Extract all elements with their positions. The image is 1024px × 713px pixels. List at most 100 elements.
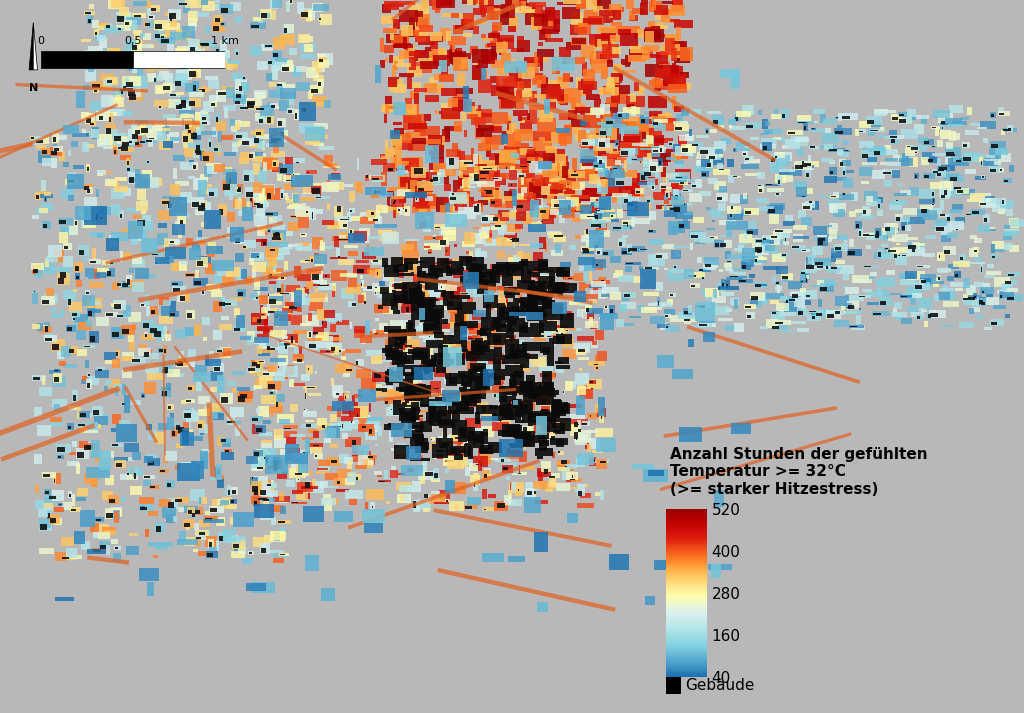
Bar (257, 467, 263, 469)
Bar (240, 391, 253, 399)
Bar (475, 338, 483, 352)
Bar (419, 188, 424, 196)
Bar (54, 369, 60, 372)
Bar (179, 110, 195, 115)
Bar (892, 312, 906, 317)
Bar (256, 297, 258, 299)
Bar (471, 339, 479, 350)
Bar (67, 424, 74, 431)
Bar (281, 173, 283, 175)
Bar (449, 290, 458, 294)
Bar (253, 386, 256, 390)
Bar (81, 206, 88, 210)
Bar (962, 117, 969, 120)
Bar (519, 365, 524, 366)
Bar (281, 277, 284, 279)
Bar (301, 424, 317, 429)
Bar (548, 231, 561, 235)
Bar (674, 106, 684, 113)
Bar (273, 429, 284, 440)
Bar (444, 480, 455, 493)
Bar (566, 57, 585, 64)
Bar (458, 360, 463, 364)
Bar (327, 180, 331, 190)
Bar (122, 403, 126, 405)
Bar (137, 44, 152, 48)
Bar (967, 214, 971, 215)
Bar (184, 327, 194, 336)
Bar (657, 158, 664, 165)
Bar (416, 104, 420, 118)
Bar (112, 359, 120, 368)
Bar (306, 10, 311, 21)
Bar (34, 407, 42, 417)
Bar (338, 239, 348, 240)
Bar (541, 29, 559, 34)
Bar (203, 3, 209, 8)
Bar (396, 163, 412, 171)
Bar (763, 146, 767, 150)
Bar (219, 536, 223, 541)
Bar (549, 168, 564, 173)
Bar (587, 414, 597, 419)
Bar (90, 123, 93, 125)
Bar (800, 312, 801, 314)
Bar (421, 355, 427, 364)
Bar (142, 475, 155, 479)
Bar (503, 310, 514, 314)
Bar (641, 119, 654, 125)
Bar (357, 158, 359, 170)
Bar (171, 262, 181, 271)
Bar (271, 138, 276, 143)
Bar (649, 255, 657, 265)
Bar (216, 467, 222, 475)
Bar (375, 291, 377, 295)
Bar (543, 128, 562, 143)
Bar (532, 138, 552, 150)
Bar (322, 322, 327, 327)
Bar (209, 95, 218, 103)
Bar (470, 476, 480, 485)
Bar (33, 269, 38, 274)
Bar (212, 260, 234, 272)
Bar (271, 412, 273, 416)
Bar (77, 349, 87, 356)
Bar (336, 393, 339, 395)
Bar (470, 356, 480, 362)
Bar (817, 195, 834, 198)
Bar (415, 352, 427, 355)
Bar (67, 295, 73, 306)
Bar (472, 70, 486, 80)
Bar (272, 336, 288, 339)
Bar (454, 290, 458, 302)
Bar (502, 409, 513, 420)
Bar (158, 25, 164, 36)
Bar (598, 315, 606, 317)
Bar (594, 244, 600, 249)
Bar (45, 327, 48, 332)
Bar (311, 4, 324, 12)
Bar (271, 553, 287, 558)
Bar (480, 170, 488, 174)
Bar (454, 24, 463, 34)
Bar (600, 179, 615, 187)
Bar (411, 458, 429, 461)
Bar (297, 308, 302, 312)
Bar (971, 307, 980, 312)
Bar (185, 73, 190, 79)
Bar (989, 148, 1001, 158)
Bar (89, 282, 103, 288)
Bar (99, 541, 110, 550)
Bar (556, 330, 558, 332)
Bar (92, 84, 99, 88)
Bar (457, 190, 465, 195)
Bar (373, 175, 385, 183)
Bar (805, 262, 822, 270)
Bar (622, 26, 640, 33)
Bar (600, 491, 604, 500)
Bar (71, 311, 80, 317)
Bar (495, 154, 511, 165)
Bar (884, 135, 899, 139)
Bar (385, 104, 389, 114)
Bar (179, 104, 186, 108)
